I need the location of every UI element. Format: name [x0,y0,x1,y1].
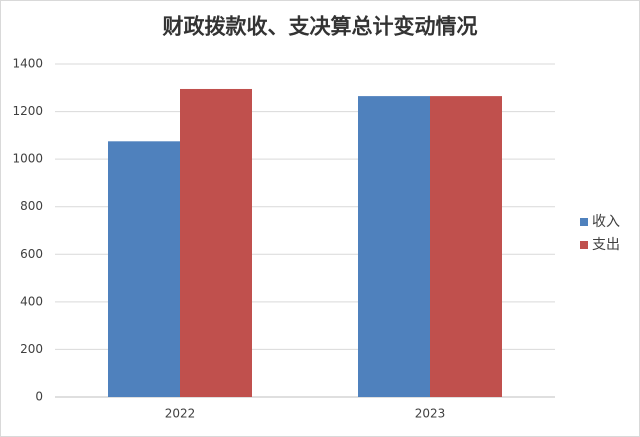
x-tick-label: 2022 [165,407,196,421]
legend-swatch [580,218,588,226]
y-tick-label: 400 [20,294,43,308]
legend-swatch [580,241,588,249]
chart-title: 财政拨款收、支决算总计变动情况 [163,14,478,39]
y-tick-label: 600 [20,247,43,261]
bar [180,88,252,397]
y-tick-label: 0 [35,390,43,404]
y-tick-label: 1200 [12,104,43,118]
y-tick-label: 1400 [12,57,43,71]
legend-label: 支出 [592,237,620,253]
x-tick-label: 2023 [415,407,446,421]
bar [108,141,180,397]
y-tick-label: 800 [20,199,43,213]
y-tick-label: 1000 [12,152,43,166]
bar [430,96,502,397]
y-tick-label: 200 [20,342,43,356]
bar [358,96,430,397]
legend-label: 收入 [592,214,620,230]
